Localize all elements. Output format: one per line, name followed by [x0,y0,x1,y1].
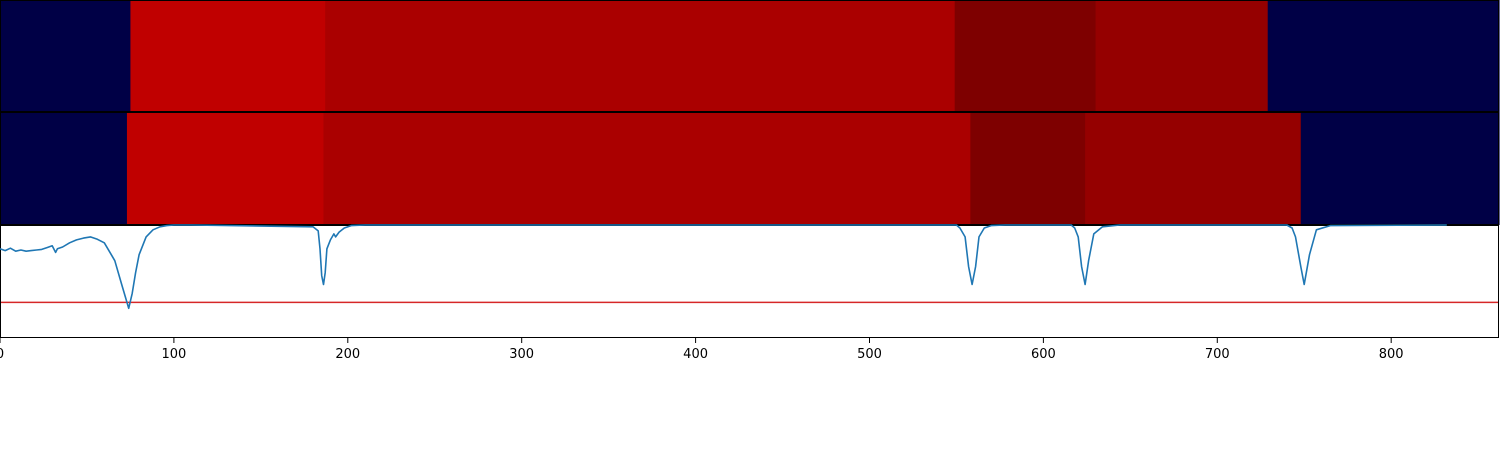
top-band-segment-5 [1267,0,1500,112]
middle-heatmap-band [0,112,1500,225]
x-tick-label: 400 [683,347,708,362]
x-tick-label: 300 [509,347,534,362]
top-band-segment-3 [954,0,1097,112]
x-tick-label: 500 [857,347,882,362]
x-tick-label: 200 [335,347,360,362]
middle-band-segment-3 [970,112,1086,225]
x-tick-label: 800 [1379,347,1404,362]
top-band-frame [0,0,1499,112]
middle-band-segment-2 [323,112,971,225]
top-band-segment-4 [1095,0,1269,112]
x-tick-label: 100 [161,347,186,362]
signal-panel-frame [0,225,1499,338]
x-axis: 0 100 200 300 400 500 600 700 800 [0,338,1404,362]
top-band-segment-2 [325,0,956,112]
top-heatmap-band [0,0,1500,112]
x-tick-label: 700 [1205,347,1230,362]
signal-line [0,224,1447,310]
middle-band-segment-0 [0,112,128,225]
x-tick-label: 0 [0,347,4,362]
middle-band-segment-5 [1300,112,1500,225]
top-band-segment-0 [0,0,132,112]
x-tick-label: 600 [1031,347,1056,362]
middle-band-segment-4 [1085,112,1302,225]
top-band-segment-1 [130,0,326,112]
middle-band-segment-1 [126,112,325,225]
